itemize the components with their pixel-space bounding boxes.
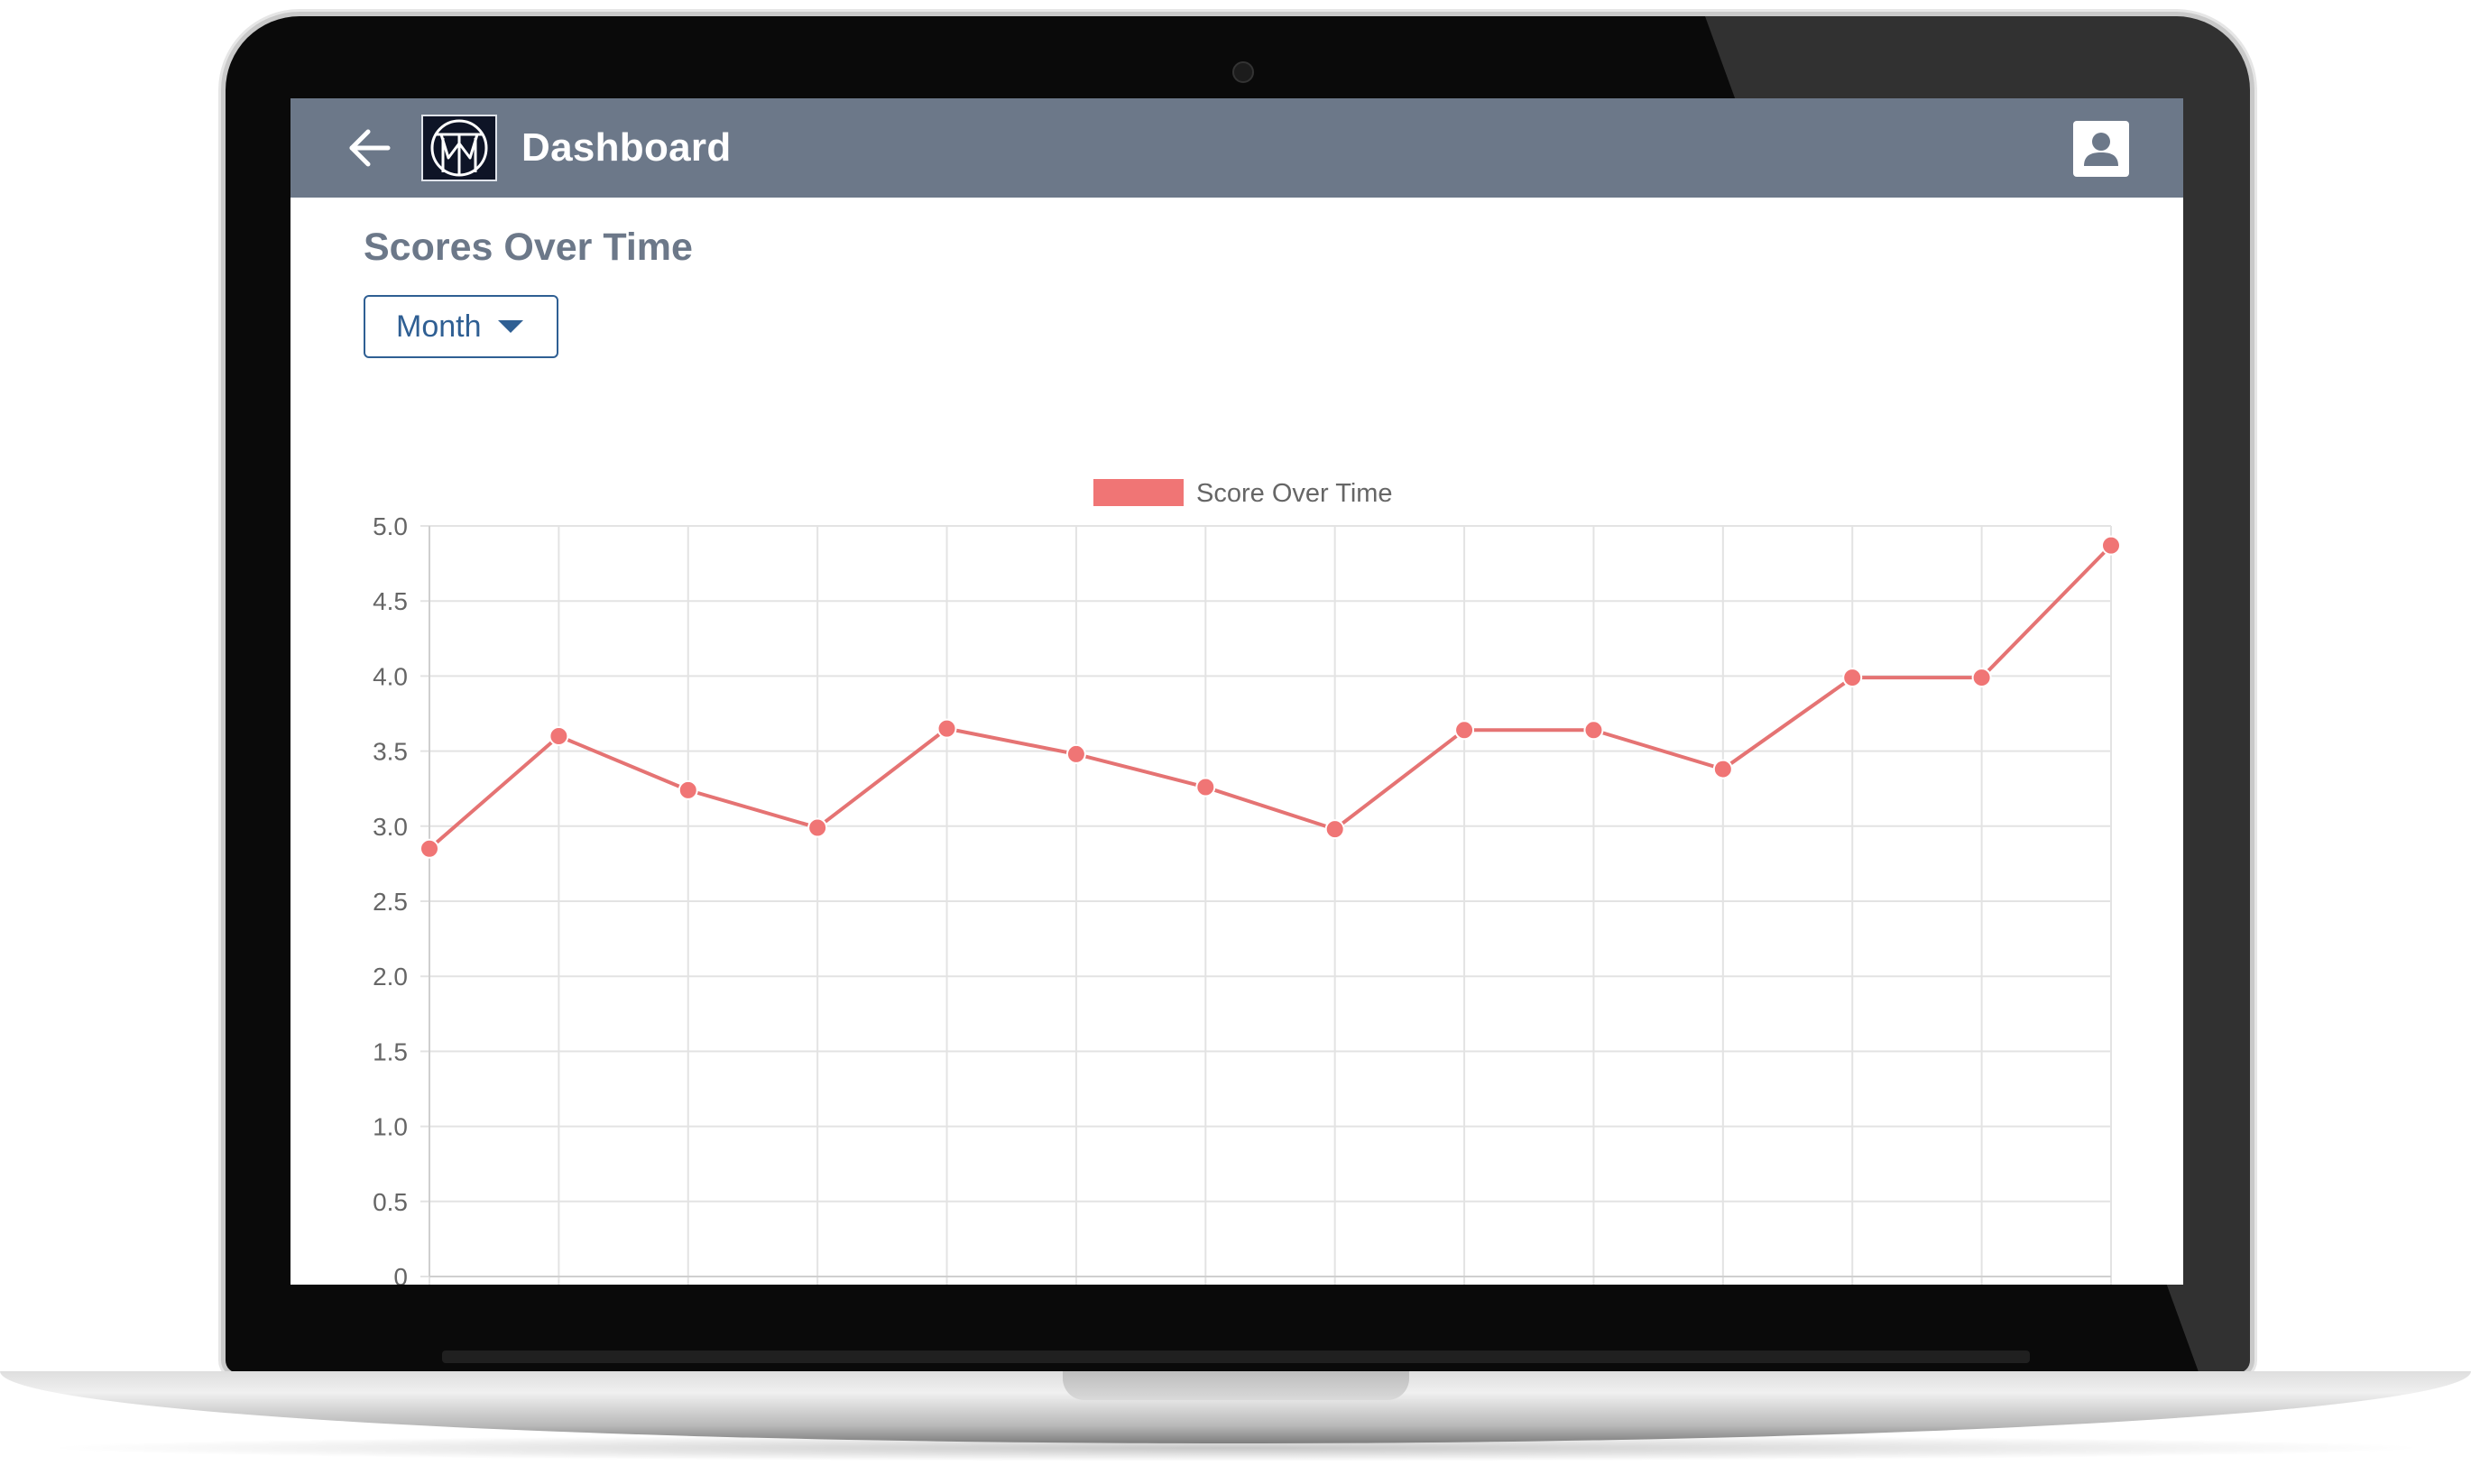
- series-line: [428, 544, 2113, 851]
- scores-line-chart: 00.51.01.52.02.53.03.54.04.55.02024-0420…: [373, 479, 2121, 1285]
- data-point: [1842, 668, 1863, 688]
- data-point: [807, 817, 828, 838]
- period-dropdown-value: Month: [396, 309, 482, 344]
- arrow-left-icon: [349, 129, 391, 167]
- data-point: [1712, 759, 1733, 779]
- data-point: [1971, 668, 1992, 688]
- period-dropdown[interactable]: Month: [364, 295, 558, 358]
- data-point: [1324, 819, 1345, 840]
- m-monogram-logo[interactable]: [421, 115, 497, 181]
- data-point: [2101, 535, 2121, 556]
- data-point: [678, 779, 698, 800]
- legend-label: Score Over Time: [1196, 479, 1393, 508]
- data-point: [1583, 720, 1604, 741]
- data-point: [936, 718, 957, 739]
- app-header: Dashboard: [290, 98, 2183, 198]
- y-tick-label: 4.0: [373, 662, 408, 690]
- app-screen: Dashboard Scores Over Time Month 0 0.5 1.0…: [290, 98, 2183, 1285]
- data-point: [1065, 743, 1086, 764]
- user-profile-icon: [2084, 133, 2118, 166]
- y-tick-label: 1.5: [373, 1037, 408, 1065]
- caret-down-icon: [497, 320, 523, 333]
- data-point: [549, 725, 569, 746]
- app-title: Dashboard: [521, 125, 732, 170]
- laptop-hinge: [442, 1350, 2030, 1363]
- y-tick-label: 0.5: [373, 1188, 408, 1216]
- data-point: [1195, 777, 1216, 797]
- laptop-opening-notch: [1063, 1371, 1409, 1400]
- page-title: Scores Over Time: [364, 226, 693, 269]
- y-tick-label: 4.5: [373, 587, 408, 615]
- legend-swatch: [1093, 479, 1184, 506]
- y-tick-label: 1.0: [373, 1113, 408, 1141]
- data-point: [420, 838, 439, 859]
- y-tick-label: 5.0: [373, 512, 408, 540]
- y-tick-label: 2.5: [373, 888, 408, 916]
- y-tick-label: 2.0: [373, 963, 408, 991]
- y-tick-label: 3.0: [373, 813, 408, 841]
- webcam: [1232, 61, 1254, 83]
- back-button[interactable]: [345, 123, 395, 173]
- y-tick-label: 3.5: [373, 738, 408, 766]
- data-point: [1454, 720, 1475, 741]
- profile-button[interactable]: [2073, 121, 2129, 177]
- y-tick-label: 0: [393, 1263, 408, 1285]
